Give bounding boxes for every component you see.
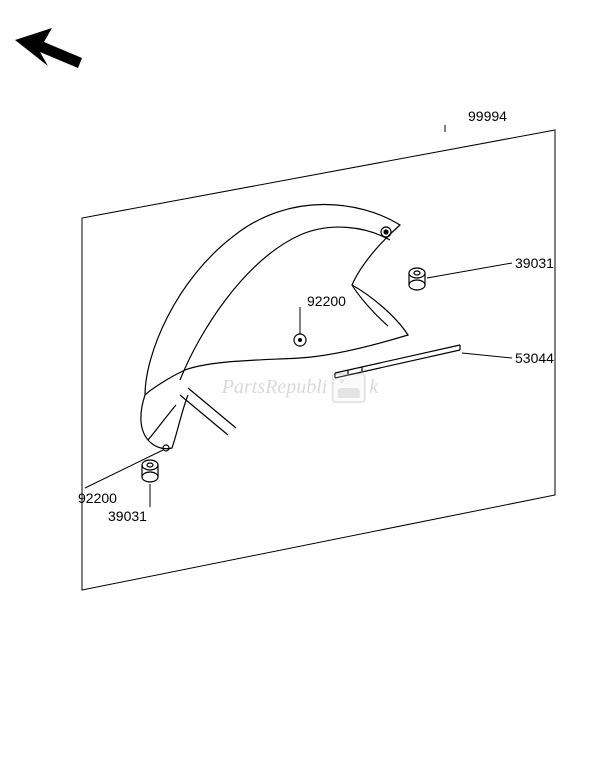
spacer-lower-part-icon xyxy=(142,460,158,482)
label-assembly: 99994 xyxy=(468,108,507,124)
windshield-part-icon xyxy=(141,204,408,451)
diagram-container: 99994 39031 92200 53044 92200 39031 Part… xyxy=(0,0,600,775)
leader-trim xyxy=(462,353,512,358)
label-washer-center: 92200 xyxy=(307,293,346,309)
assembly-bounding-box xyxy=(82,130,555,590)
direction-arrow-icon xyxy=(15,28,82,68)
washer-part-icon xyxy=(294,334,306,346)
label-spacer-lower: 39031 xyxy=(108,508,147,524)
leader-spacer-upper xyxy=(427,263,512,278)
label-spacer-upper: 39031 xyxy=(515,255,554,271)
diagram-svg xyxy=(0,0,600,775)
label-washer-lower: 92200 xyxy=(78,490,117,506)
spacer-upper-part-icon xyxy=(409,268,425,290)
label-trim: 53044 xyxy=(515,350,554,366)
